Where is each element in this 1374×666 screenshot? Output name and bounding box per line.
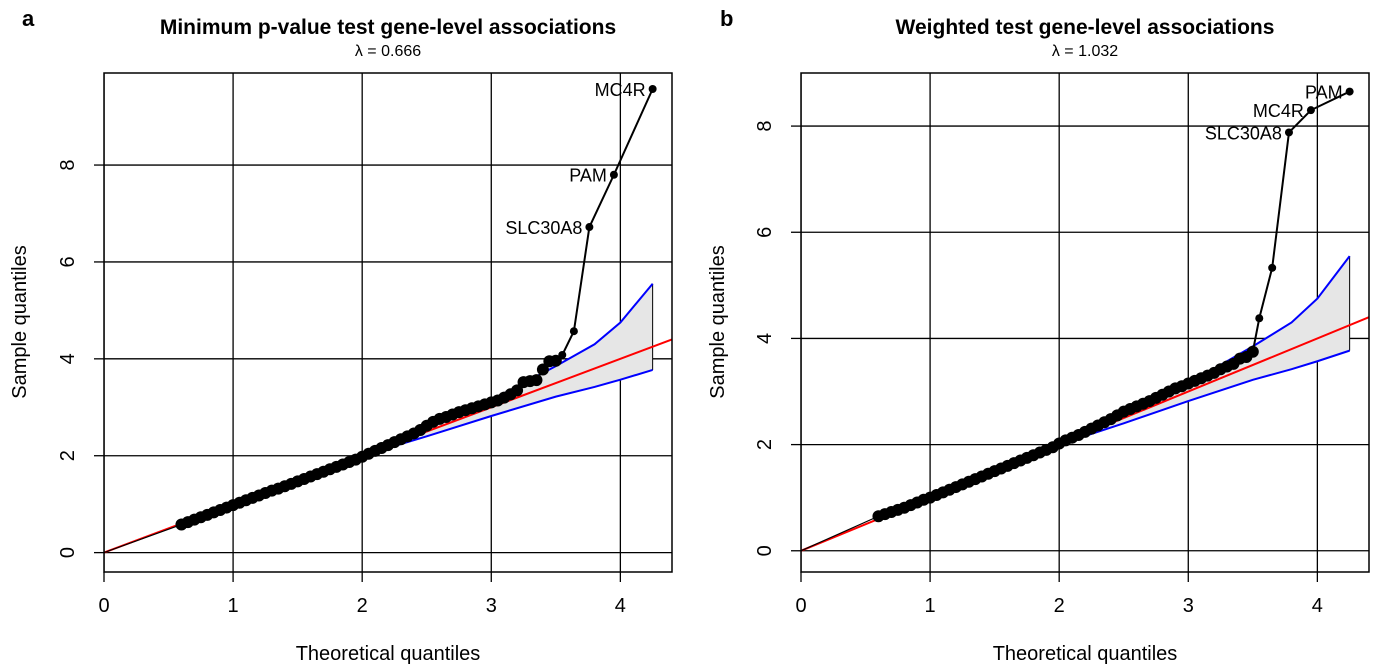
points-connector <box>181 88 654 526</box>
x-tick-label: 3 <box>486 595 497 617</box>
y-tick-label: 8 <box>754 121 776 132</box>
data-point <box>1268 263 1277 272</box>
origin-connector <box>104 523 182 554</box>
y-tick-label: 2 <box>57 450 79 461</box>
panel-a: a Minimum p-value test gene-level associ… <box>9 6 673 665</box>
origin-connector <box>801 515 879 552</box>
data-point <box>569 327 578 336</box>
data-point <box>1255 314 1264 323</box>
y-tick-label: 4 <box>754 333 776 344</box>
gene-label: PAM <box>1305 83 1343 103</box>
plot-frame <box>103 72 673 573</box>
data-point <box>1345 87 1354 96</box>
panel-letter: a <box>22 6 35 31</box>
y-tick-label: 6 <box>57 256 79 267</box>
chart-title: Weighted test gene-level associations <box>896 16 1275 39</box>
chart-subtitle: λ = 0.666 <box>355 43 421 60</box>
data-point <box>1306 106 1315 115</box>
x-tick-label: 2 <box>357 595 368 617</box>
data-point <box>585 223 594 232</box>
plot-frame <box>800 72 1370 573</box>
y-tick-label: 6 <box>754 227 776 238</box>
data-point <box>530 374 543 387</box>
gene-label: SLC30A8 <box>505 218 582 238</box>
y-tick-label: 0 <box>57 547 79 558</box>
panel-letter: b <box>720 6 733 31</box>
data-point <box>609 170 618 179</box>
chart-title: Minimum p-value test gene-level associat… <box>160 16 616 39</box>
x-tick-label: 4 <box>1312 595 1323 617</box>
lower-bound-line <box>1058 349 1350 446</box>
panel-b: b Weighted test gene-level associations … <box>707 6 1370 665</box>
gene-label: MC4R <box>1253 101 1304 121</box>
gene-label: PAM <box>569 166 607 186</box>
data-point <box>1284 128 1293 137</box>
y-tick-label: 8 <box>57 159 79 170</box>
x-tick-label: 1 <box>228 595 239 617</box>
lower-bound-line <box>361 369 653 457</box>
plot-area <box>104 73 672 572</box>
data-point <box>549 354 562 367</box>
y-axis-label: Sample quantiles <box>707 245 729 398</box>
x-tick-label: 0 <box>98 595 109 617</box>
x-tick-label: 1 <box>925 595 936 617</box>
y-tick-label: 4 <box>57 353 79 364</box>
y-tick-label: 0 <box>754 545 776 556</box>
chart-subtitle: λ = 1.032 <box>1052 43 1118 60</box>
points-connector <box>878 90 1351 518</box>
x-tick-label: 3 <box>1183 595 1194 617</box>
x-tick-label: 0 <box>795 595 806 617</box>
y-axis-label: Sample quantiles <box>9 245 31 398</box>
plot-area <box>801 73 1369 572</box>
data-point <box>1246 345 1259 358</box>
x-axis-label: Theoretical quantiles <box>296 643 481 665</box>
y-tick-label: 2 <box>754 439 776 450</box>
data-point <box>511 384 524 397</box>
data-point <box>558 350 567 359</box>
x-tick-label: 4 <box>615 595 626 617</box>
gene-label: SLC30A8 <box>1205 123 1282 143</box>
x-axis-label: Theoretical quantiles <box>993 643 1178 665</box>
confidence-band <box>362 283 653 456</box>
x-tick-label: 2 <box>1054 595 1065 617</box>
gene-label: MC4R <box>595 80 646 100</box>
data-point <box>648 84 657 93</box>
data-point <box>536 363 549 376</box>
confidence-band <box>1059 256 1350 445</box>
